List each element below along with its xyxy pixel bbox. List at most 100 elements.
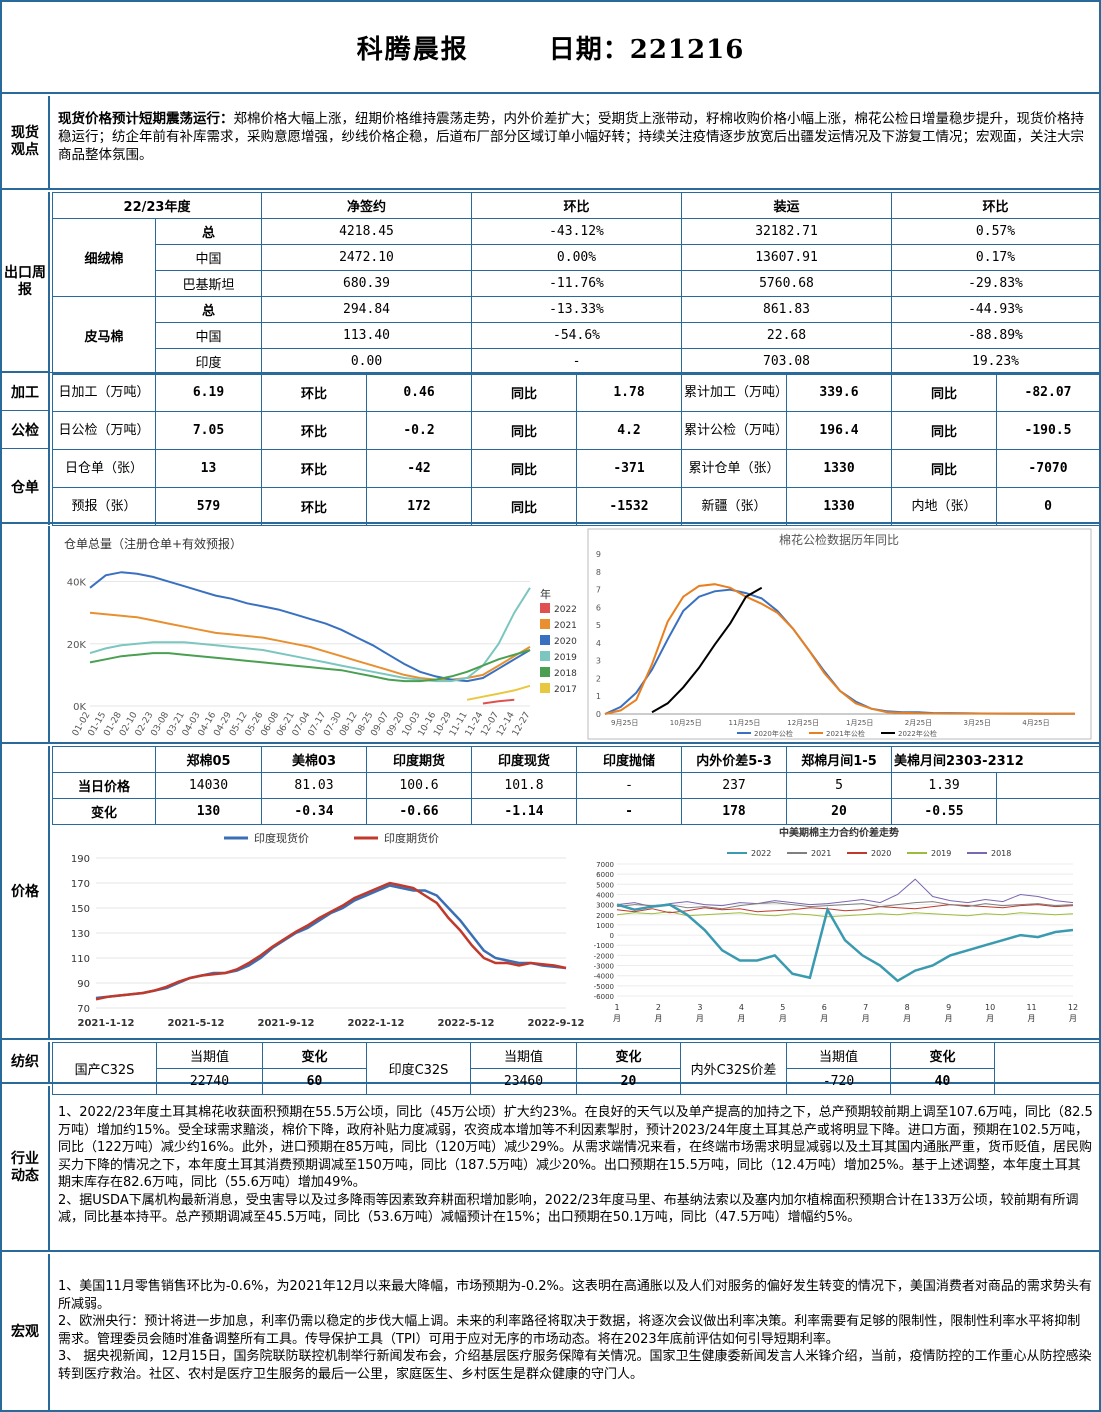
inspect-v1: 7.05 <box>155 411 262 450</box>
yarn-c-cur-header: 当期值 <box>786 1042 891 1069</box>
x-tick-label: 1月25日 <box>846 719 873 727</box>
series-line-印度期货价 <box>95 881 567 1001</box>
x-tick-unit: 月 <box>1069 1014 1077 1023</box>
y-tick-label: 5 <box>596 621 601 630</box>
report-date: 日期：221216 <box>548 34 745 65</box>
price-header-row: 郑棉05 美棉03 印度期货 印度现货 印度抛储 内外价差5-3 郑棉月间1-5… <box>52 746 1101 773</box>
series-line-2021 <box>89 611 531 681</box>
process-row: 日加工（万吨） 6.19 环比 0.46 同比 1.78 累计加工（万吨） 33… <box>52 373 1100 412</box>
yarn-header-row: 国产C32S 当期值 变化 印度C32S 当期值 变化 内外C32S价差 当期值… <box>52 1042 1100 1095</box>
legend-swatch <box>540 619 550 629</box>
price-today-value: 101.8 <box>471 772 577 799</box>
y-tick-label: 1000 <box>596 922 614 930</box>
series-line-2022 <box>482 698 515 705</box>
x-tick-label: 10 <box>985 1003 995 1012</box>
legend-label: 2020年公检 <box>754 729 793 738</box>
export-ship: 703.08 <box>681 348 892 375</box>
process-v4: 339.6 <box>786 373 892 412</box>
yarn-b-chg: 20 <box>576 1068 681 1095</box>
inspection-yoy-chart: 棉花公检数据历年同比 0 1 2 3 4 5 6 7 8 9 9月25日 10月25日 11月25日 12月… <box>587 528 1092 740</box>
yarn-b-chg-header: 变化 <box>576 1042 681 1069</box>
legend-swatch <box>540 651 550 661</box>
y-tick-label: 70 <box>77 1004 90 1015</box>
x-tick-label: 2022-9-12 <box>527 1018 584 1029</box>
y-tick-label: 110 <box>71 954 90 965</box>
yarn-section: 纺织 国产C32S 当期值 变化 印度C32S 当期值 变化 内外C32S价差 … <box>2 1042 1100 1095</box>
inspect-v4: 196.4 <box>786 411 892 450</box>
price-content: 郑棉05 美棉03 印度期货 印度现货 印度抛储 内外价差5-3 郑棉月间1-5… <box>52 746 1101 1038</box>
price-today-value: 237 <box>681 772 787 799</box>
price-change-value: 178 <box>681 798 787 825</box>
export-net-mom: - <box>471 348 682 375</box>
y-tick-label: 7 <box>596 586 601 595</box>
price-change-value: -0.66 <box>366 798 472 825</box>
y-tick-label: -2000 <box>594 952 614 960</box>
export-net-mom: -13.33% <box>471 296 682 323</box>
x-tick-label: 2022-1-12 <box>347 1018 404 1029</box>
series-line-2018 <box>89 649 531 683</box>
price-change-label: 变化 <box>52 798 156 825</box>
process-c3: 同比 <box>471 373 577 412</box>
inspect-c1: 日公检（万吨） <box>52 411 156 450</box>
yarn-b-cur: 23460 <box>470 1068 577 1095</box>
y-tick-label: 3 <box>596 657 601 666</box>
chart-title: 棉花公检数据历年同比 <box>779 532 899 547</box>
series-line-2018 <box>616 878 1074 908</box>
warehouse-c5: 同比 <box>891 449 997 488</box>
process-label: 加工 <box>2 373 50 411</box>
x-tick-label: 2021-5-12 <box>167 1018 224 1029</box>
export-ship-mom: -29.83% <box>891 270 1100 297</box>
y-tick-label: 190 <box>71 854 90 865</box>
yarn-a-cur: 22740 <box>156 1068 263 1095</box>
x-tick-unit: 月 <box>613 1014 621 1023</box>
export-net-mom: -11.76% <box>471 270 682 297</box>
price-change-value: -0.55 <box>891 798 997 825</box>
export-ship: 32182.71 <box>681 218 892 245</box>
y-tick-label: 6 <box>596 603 601 612</box>
industry-label: 行业动态 <box>2 1086 50 1250</box>
legend-label: 2018 <box>991 849 1011 858</box>
x-tick-label: 5 <box>780 1003 785 1012</box>
warehouse-row-1: 日仓单（张） 13 环比 -42 同比 -371 累计仓单（张） 1330 同比… <box>52 449 1100 488</box>
process-c5: 同比 <box>891 373 997 412</box>
warehouse-forecast-c4: 新疆（张） <box>681 487 787 526</box>
price-change-value: - <box>576 798 682 825</box>
price-today-value: - <box>576 772 682 799</box>
stats-section: 加工 公检 仓单 日加工（万吨） 6.19 环比 0.46 同比 1.78 累计… <box>2 372 1100 526</box>
y-tick-label: 2 <box>596 674 601 683</box>
price-header-blank <box>52 746 156 773</box>
inspect-c3: 同比 <box>471 411 577 450</box>
y-tick-label: 3000 <box>596 902 614 910</box>
legend-label: 2021 <box>554 621 577 631</box>
viewpoint-section: 现货观点 现货价格预计短期震荡运行：郑棉价格大幅上涨，纽期价格维持震荡走势，内外… <box>2 96 1099 190</box>
legend-label: 2020 <box>554 637 577 647</box>
macro-section: 宏观 1、美国11月零售销售环比为-0.6%，为2021年12月以来最大降幅，市… <box>2 1254 1099 1410</box>
y-tick-label: -1000 <box>594 942 614 950</box>
stats-table: 日加工（万吨） 6.19 环比 0.46 同比 1.78 累计加工（万吨） 33… <box>52 373 1100 526</box>
price-change-value: -1.14 <box>471 798 577 825</box>
viewpoint-text: 现货价格预计短期震荡运行：郑棉价格大幅上涨，纽期价格维持震荡走势，内外价差扩大；… <box>52 96 1099 188</box>
export-header-ship-mom: 环比 <box>891 192 1100 219</box>
series-line-印度现货价 <box>95 884 567 1000</box>
warehouse-v4: 1330 <box>786 449 892 488</box>
macro-label: 宏观 <box>2 1254 50 1410</box>
warehouse-v1: 13 <box>155 449 262 488</box>
warehouse-forecast-c3: 同比 <box>471 487 577 526</box>
process-c4: 累计加工（万吨） <box>681 373 788 412</box>
price-header: 美棉月间2303-2312 <box>890 746 1101 773</box>
x-tick-label: 3 <box>697 1003 702 1012</box>
legend-swatch <box>540 635 550 645</box>
price-today-row: 当日价格 14030 81.03 100.6 101.8 - 237 5 1.3… <box>52 772 1101 799</box>
x-tick-label: 2 <box>656 1003 661 1012</box>
export-table-wrap: 22/23年度 净签约 环比 装运 环比 细绒棉 总 4218.45 -43.1… <box>52 192 1100 375</box>
y-tick-label: 130 <box>71 929 90 940</box>
legend-label: 2022年公检 <box>898 729 937 738</box>
charts-row-1-content: 仓单总量（注册仓单+有效预报） 0K 20K 40K 01-02 01-15 01-28 02… <box>52 526 1099 742</box>
warehouse-total-chart: 仓单总量（注册仓单+有效预报）0K20K40K01-0201-1501-2802… <box>64 536 577 738</box>
legend-label: 2021 <box>811 849 831 858</box>
export-ship: 861.83 <box>681 296 892 323</box>
process-c1: 日加工（万吨） <box>52 373 156 412</box>
process-c2: 环比 <box>261 373 367 412</box>
